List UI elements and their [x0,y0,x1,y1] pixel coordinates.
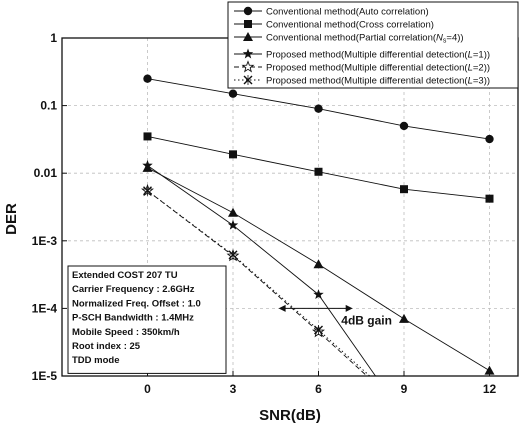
series-1 [143,74,494,144]
y-tick-label: 0.1 [40,99,57,113]
gain-arrow-head-right [345,304,353,312]
legend-item: Proposed method(Multiple differential de… [234,60,490,74]
gain-arrow-head-left [278,304,286,312]
data-point [313,259,324,269]
legend-item: Conventional method(Auto correlation) [234,7,429,18]
legend-label: Proposed method(Multiple differential de… [266,76,490,87]
info-box-line: Mobile Speed : 350km/h [72,327,180,338]
info-box-line: Extended COST 207 TU [72,270,178,281]
data-point [228,89,238,98]
info-box-frame [67,265,227,374]
x-tick-label: 6 [315,382,322,396]
series-4 [142,160,376,377]
legend-swatch-marker [241,60,255,73]
data-point [142,160,153,170]
data-point [399,121,409,131]
series-line [147,190,368,377]
legend-swatch-marker [243,75,253,85]
data-point [485,194,494,203]
info-box-line: Carrier Frequency : 2.6GHz [72,284,195,295]
gain-annotation: 4dB gain [278,304,392,327]
y-tick-label: 1E-3 [32,234,58,248]
data-point [229,150,237,159]
series-layer [141,74,495,377]
y-tick-label: 1 [50,31,57,45]
legend-swatch-marker [242,48,254,59]
data-point [314,167,323,176]
legend-swatch-marker [243,32,253,41]
y-tick-label: 1E-5 [32,369,58,383]
legend-item: Proposed method(Multiple differential de… [234,48,490,61]
series-3 [142,162,495,375]
legend-label: Conventional method(Auto correlation) [266,7,429,18]
data-point [314,104,323,113]
legend-frame [227,1,519,89]
data-point [143,185,152,196]
y-axis-label: DER [3,203,20,235]
legend-label: Conventional method(Partial correlation(… [266,33,464,45]
legend-item: Proposed method(Multiple differential de… [234,75,490,87]
info-box-line: Root index : 25 [72,341,141,352]
data-point [400,185,408,194]
data-point [313,289,324,300]
legend-item: Conventional method(Cross correlation) [234,20,434,31]
data-point [228,249,238,260]
x-tick-label: 9 [401,382,408,396]
data-point [227,219,239,230]
y-tick-label: 0.01 [34,166,58,180]
series-line [147,190,371,377]
series-line [147,165,376,377]
legend-label: Proposed method(Multiple differential de… [266,63,490,74]
y-tick-label: 1E-4 [32,301,58,315]
legend-item: Conventional method(Partial correlation(… [234,32,464,45]
data-point [399,313,409,323]
x-axis-label: SNR(dB) [259,407,321,424]
x-tick-label: 12 [483,382,497,396]
x-tick-label: 3 [230,382,237,396]
info-box-line: TDD mode [72,355,120,366]
simulation-info-box: Extended COST 207 TU Carrier Frequency : … [67,265,227,374]
gain-annotation-text: 4dB gain [341,313,392,327]
data-point [314,324,323,335]
legend-label: Conventional method(Cross correlation) [266,20,434,31]
data-point [143,132,152,141]
series-2 [143,132,494,203]
axis-ticks: 0 3 6 9 12 1 0.1 0.01 1E-3 1E-4 1E-5 [32,31,497,396]
legend-swatch-marker [243,6,253,16]
legend: Conventional method(Auto correlation) Con… [227,1,519,89]
data-point [228,207,238,217]
data-point [484,365,495,375]
x-tick-label: 0 [144,382,151,396]
data-point [143,74,152,83]
info-box-line: Normalized Freq. Offset : 1.0 [72,298,201,309]
data-point [485,134,494,144]
info-box-line: P-SCH Bandwidth : 1.4MHz [72,313,194,324]
series-6 [143,185,371,377]
legend-label: Proposed method(Multiple differential de… [266,50,490,61]
legend-swatch-marker [244,20,252,28]
